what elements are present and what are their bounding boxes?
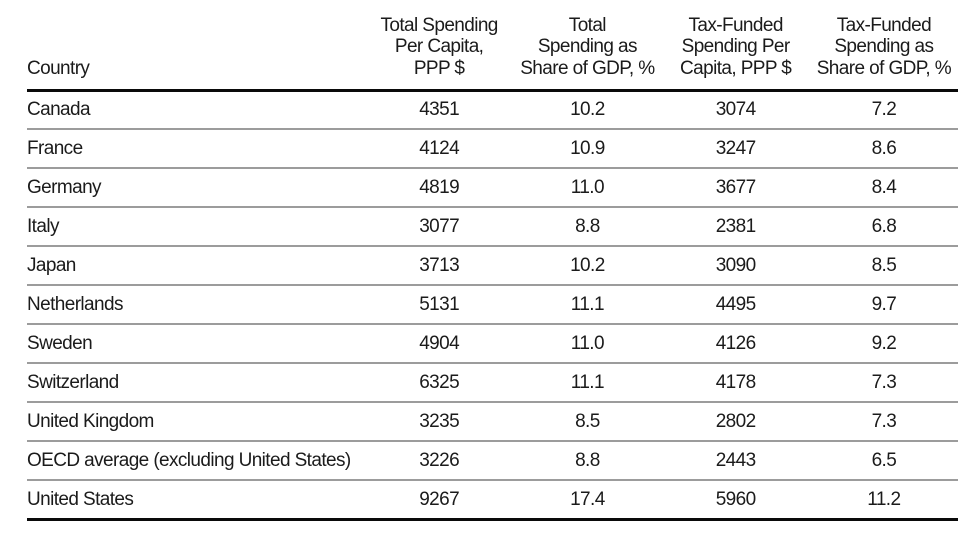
header-line: Tax-Funded: [836, 15, 932, 36]
header-line: Spending Per: [681, 36, 791, 58]
country-cell: United States: [27, 488, 134, 510]
value-cell: 6325: [419, 371, 460, 393]
table-row: France 4124 10.9 3247 8.6: [27, 129, 958, 169]
value-cell: 10.9: [570, 137, 605, 159]
data-table: Country Total Spending Per Capita, PPP $ To…: [27, 2, 958, 521]
table-row: OECD average (excluding United States) 32…: [27, 441, 958, 481]
value-cell: 9267: [419, 488, 460, 510]
value-cell: 5131: [419, 293, 460, 315]
column-header-total-spending-per-capita: Total Spending Per Capita, PPP $: [365, 2, 513, 90]
value-cell: 11.1: [570, 371, 605, 393]
table-header: Country Total Spending Per Capita, PPP $ To…: [27, 2, 958, 91]
value-cell: 4819: [419, 176, 460, 198]
country-cell: OECD average (excluding United States): [27, 449, 351, 471]
value-cell: 3247: [715, 137, 756, 159]
value-cell: 8.8: [575, 215, 600, 237]
health-spending-table: Country Total Spending Per Capita, PPP $ To…: [27, 2, 958, 521]
country-cell: Germany: [27, 176, 102, 198]
table-row: Netherlands 5131 11.1 4495 9.7: [27, 285, 958, 325]
value-cell: 3235: [419, 410, 460, 432]
header-line: Share of GDP, %: [520, 57, 655, 79]
header-line: PPP $: [413, 57, 465, 79]
table-row: Germany 4819 11.0 3677 8.4: [27, 168, 958, 208]
header-line: Total: [568, 15, 607, 36]
value-cell: 4126: [715, 332, 756, 354]
value-cell: 11.1: [570, 293, 605, 315]
value-cell: 4351: [419, 99, 460, 121]
value-cell: 10.2: [570, 99, 605, 121]
column-header-country: Country: [27, 57, 90, 79]
value-cell: 3677: [715, 176, 756, 198]
country-cell: Netherlands: [27, 293, 123, 315]
value-cell: 10.2: [570, 254, 605, 276]
value-cell: 11.2: [867, 488, 901, 510]
header-line: Spending as: [537, 36, 638, 58]
value-cell: 4124: [419, 137, 460, 159]
value-cell: 3713: [419, 254, 460, 276]
value-cell: 4904: [419, 332, 460, 354]
country-cell: Sweden: [27, 332, 93, 354]
table-row: Switzerland 6325 11.1 4178 7.3: [27, 363, 958, 403]
column-header-tax-funded-share-gdp: Tax-Funded Spending as Share of GDP, %: [810, 2, 958, 90]
value-cell: 8.5: [575, 410, 600, 432]
table-row: Italy 3077 8.8 2381 6.8: [27, 207, 958, 247]
value-cell: 8.4: [871, 176, 897, 198]
country-cell: United Kingdom: [27, 410, 154, 432]
value-cell: 5960: [715, 488, 756, 510]
value-cell: 2381: [715, 215, 756, 237]
value-cell: 7.3: [871, 371, 897, 393]
value-cell: 4178: [715, 371, 756, 393]
header-row: Country Total Spending Per Capita, PPP $ To…: [27, 2, 958, 91]
table-row: Japan 3713 10.2 3090 8.5: [27, 246, 958, 286]
value-cell: 8.6: [871, 137, 897, 159]
value-cell: 3074: [715, 99, 756, 121]
value-cell: 3090: [715, 254, 756, 276]
country-cell: France: [27, 137, 83, 159]
column-header-total-spending-share-gdp: Total Spending as Share of GDP, %: [513, 2, 661, 90]
header-line: Total Spending: [380, 15, 498, 36]
header-line: Tax-Funded: [688, 15, 783, 36]
value-cell: 6.8: [871, 215, 897, 237]
value-cell: 3226: [419, 449, 460, 471]
value-cell: 4495: [715, 293, 756, 315]
table-row: Sweden 4904 11.0 4126 9.2: [27, 324, 958, 364]
table-row: United Kingdom 3235 8.5 2802 7.3: [27, 402, 958, 442]
country-cell: Italy: [27, 215, 59, 237]
value-cell: 6.5: [871, 449, 897, 471]
value-cell: 17.4: [570, 488, 605, 510]
value-cell: 9.2: [871, 332, 897, 354]
value-cell: 3077: [419, 215, 460, 237]
column-header-tax-funded-per-capita: Tax-Funded Spending Per Capita, PPP $: [662, 2, 810, 90]
value-cell: 2443: [715, 449, 756, 471]
value-cell: 7.2: [871, 99, 897, 121]
value-cell: 8.8: [575, 449, 600, 471]
table-row: United States 9267 17.4 5960 11.2: [27, 480, 958, 520]
value-cell: 8.5: [871, 254, 897, 276]
table-row: Canada 4351 10.2 3074 7.2: [27, 90, 958, 130]
header-line: Capita, PPP $: [680, 57, 792, 79]
table-body: Canada 4351 10.2 3074 7.2 France 4124 10.9 3247 8…: [27, 90, 958, 520]
value-cell: 9.7: [871, 293, 897, 315]
value-cell: 2802: [715, 410, 756, 432]
country-cell: Canada: [27, 99, 91, 121]
header-line: Share of GDP, %: [816, 57, 952, 79]
header-line: Spending as: [834, 36, 934, 58]
value-cell: 11.0: [570, 332, 605, 354]
value-cell: 11.0: [570, 176, 605, 198]
country-cell: Switzerland: [27, 371, 119, 393]
header-line: Per Capita,: [394, 36, 484, 58]
value-cell: 7.3: [871, 410, 897, 432]
country-cell: Japan: [27, 254, 76, 276]
